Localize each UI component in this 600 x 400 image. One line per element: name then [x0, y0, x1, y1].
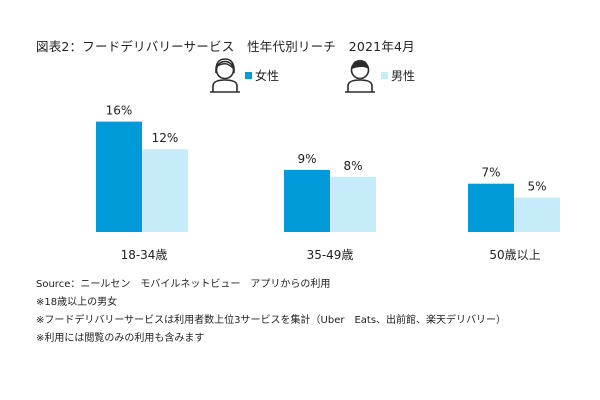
- footnote-2: ※フードデリバリーサービスは利用者数上位3サービスを集計（Uber Eats、出…: [36, 315, 507, 326]
- bar-female-1: [284, 169, 330, 232]
- bar-female-2: [468, 183, 514, 232]
- category-label-2: 50歳以上: [489, 248, 540, 262]
- bars: [96, 121, 560, 232]
- value-label-female-1: 9%: [297, 152, 316, 166]
- value-label-male-2: 5%: [527, 180, 546, 194]
- value-labels: 16% 12% 9% 8% 7% 5%: [106, 104, 547, 194]
- category-labels: 18-34歳 35-49歳 50歳以上: [121, 248, 541, 262]
- source-note: Source：ニールセン モバイルネットビュー アプリからの利用: [36, 279, 331, 290]
- notes: Source：ニールセン モバイルネットビュー アプリからの利用 ※18歳以上の…: [36, 276, 506, 348]
- value-label-male-1: 8%: [343, 159, 362, 173]
- footnote-3: ※利用には閲覧のみの利用も含みます: [36, 333, 205, 344]
- chart-title: 図表2：フードデリバリーサービス 性年代別リーチ 2021年4月: [36, 39, 415, 54]
- footnote-1: ※18歳以上の男女: [36, 297, 118, 308]
- legend-swatch-female: [245, 72, 252, 79]
- female-person-icon: [210, 58, 240, 93]
- bar-female-0: [96, 121, 142, 232]
- bar-male-0: [142, 149, 188, 232]
- value-label-female-0: 16%: [106, 104, 133, 118]
- legend-label-male: 男性: [391, 69, 415, 83]
- value-label-female-2: 7%: [481, 166, 500, 180]
- male-person-icon: [345, 60, 375, 93]
- legend-label-female: 女性: [255, 68, 279, 83]
- value-label-male-0: 12%: [152, 131, 179, 145]
- bar-male-2: [514, 197, 560, 232]
- legend: 女性 男性: [210, 58, 415, 93]
- category-label-0: 18-34歳: [121, 248, 168, 262]
- bar-male-1: [330, 176, 376, 232]
- category-label-1: 35-49歳: [307, 248, 354, 262]
- legend-swatch-male: [381, 72, 388, 79]
